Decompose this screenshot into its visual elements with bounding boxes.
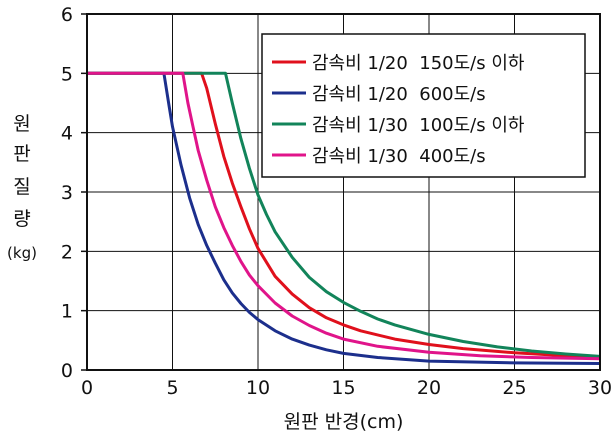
- y-axis-title-part: 원: [13, 113, 30, 135]
- legend-label: 감속비 1/30 100도/s 이하: [312, 115, 525, 136]
- x-tick-label: 5: [166, 377, 178, 399]
- legend-label: 감속비 1/20 600도/s: [312, 84, 486, 105]
- y-tick-label: 5: [61, 63, 73, 85]
- x-tick-label: 25: [502, 377, 526, 399]
- y-axis-title-part: 질: [13, 176, 30, 198]
- legend-box: [261, 33, 586, 178]
- x-axis: 0 5 10 15 20 25 30: [81, 377, 612, 399]
- plot-area: [87, 71, 601, 365]
- series-line: [87, 71, 601, 365]
- y-axis-title-part: (kg): [7, 244, 37, 262]
- y-tick-label: 0: [61, 360, 73, 382]
- y-tick-label: 3: [61, 182, 73, 204]
- series-line: [87, 71, 601, 359]
- x-tick-label: 15: [331, 377, 355, 399]
- x-tick-label: 30: [588, 377, 612, 399]
- series-line: [87, 71, 601, 358]
- y-tick-label: 6: [61, 4, 73, 26]
- y-tick-label: 4: [61, 123, 73, 145]
- y-axis: 0 1 2 3 4 5 6: [61, 4, 87, 382]
- x-tick-label: 20: [417, 377, 441, 399]
- legend-label: 감속비 1/30 400도/s: [312, 146, 486, 167]
- y-axis-title-part: 량: [13, 208, 30, 230]
- series-line: [87, 71, 601, 361]
- x-axis-title: 원판 반경(cm): [284, 411, 404, 433]
- y-axis-title-part: 판: [13, 143, 30, 165]
- legend-label: 감속비 1/20 150도/s 이하: [312, 53, 525, 74]
- x-tick-label: 0: [81, 377, 93, 399]
- x-tick-label: 10: [246, 377, 270, 399]
- y-tick-label: 2: [61, 241, 73, 263]
- y-tick-label: 1: [61, 301, 73, 323]
